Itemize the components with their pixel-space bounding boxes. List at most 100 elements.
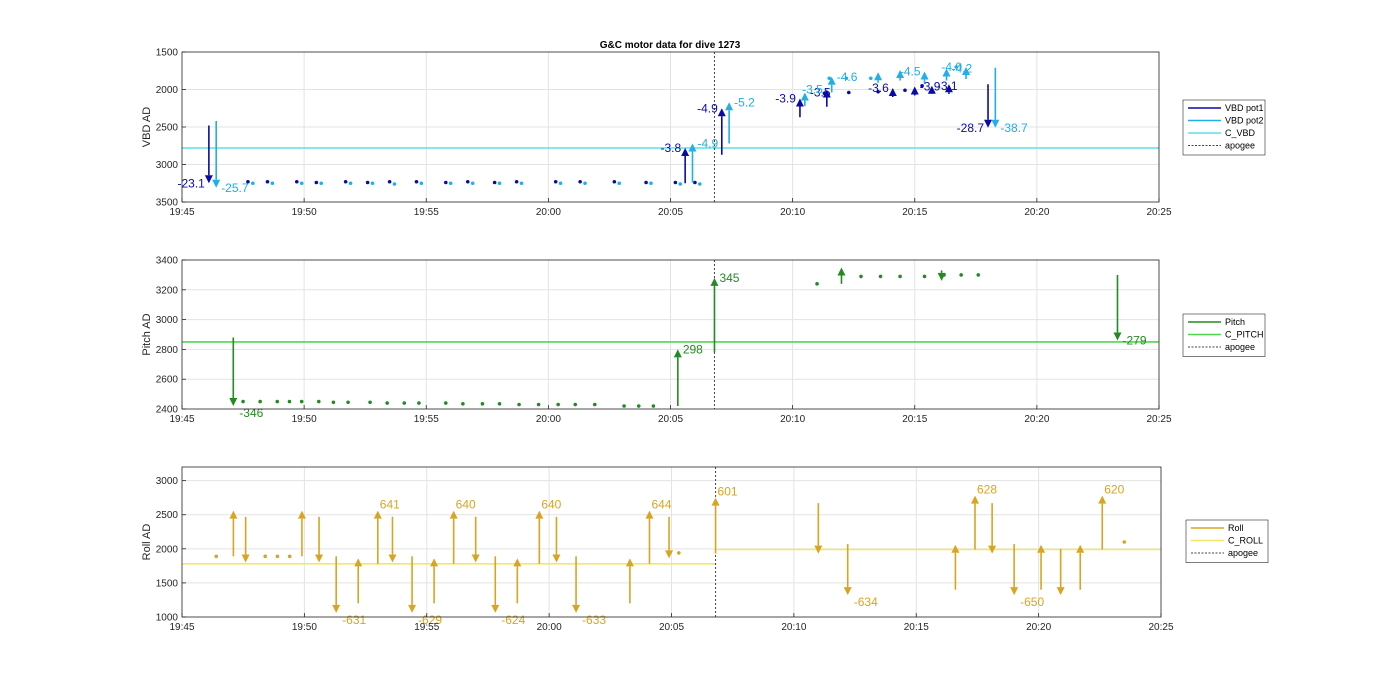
change-arrow-head	[625, 558, 634, 567]
data-label: -28.7	[957, 121, 985, 135]
data-point	[461, 401, 465, 406]
data-point	[678, 182, 683, 186]
data-point	[348, 181, 353, 186]
data-point	[385, 401, 389, 405]
change-arrow-head	[717, 108, 726, 117]
change-arrow-head	[688, 143, 697, 152]
y-tick-label: 2000	[156, 85, 179, 96]
data-point	[920, 83, 924, 88]
change-arrow-head	[388, 554, 397, 563]
x-tick-label: 20:20	[1024, 207, 1049, 218]
y-tick-label: 2800	[156, 345, 179, 356]
data-point	[346, 400, 350, 405]
change-arrow-head	[204, 175, 213, 184]
change-arrow-head	[942, 68, 951, 77]
data-point	[573, 402, 578, 407]
data-label: 640	[541, 498, 561, 512]
data-point	[859, 274, 863, 279]
change-arrow-head	[910, 86, 919, 95]
x-tick-label: 20:10	[780, 207, 805, 218]
data-label: -5.2	[734, 95, 755, 109]
x-tick-label: 20:25	[1146, 414, 1171, 425]
x-tick-label: 20:10	[781, 622, 806, 633]
data-point	[368, 400, 372, 405]
data-label: -633	[582, 613, 606, 627]
change-arrow-head	[837, 267, 846, 276]
data-label: -346	[239, 406, 263, 420]
x-tick-label: 19:55	[414, 207, 439, 218]
y-tick-label: 2500	[156, 510, 179, 521]
change-arrow-head	[984, 119, 993, 128]
change-arrow-head	[681, 148, 690, 156]
y-tick-label: 3200	[156, 285, 179, 296]
change-arrow-head	[991, 119, 1000, 128]
data-point	[343, 179, 348, 184]
data-label: -634	[854, 595, 878, 609]
data-label: -4.5	[900, 65, 921, 79]
data-label: 345	[719, 271, 739, 285]
legend-label: C_ROLL	[1228, 536, 1263, 546]
y-tick-label: 1500	[156, 578, 179, 589]
change-arrow-head	[212, 179, 221, 188]
data-point	[617, 181, 622, 186]
data-label: -279	[1122, 333, 1146, 347]
change-arrow-head	[1076, 544, 1085, 553]
data-point	[294, 179, 299, 184]
change-arrow-head	[673, 349, 682, 358]
data-point	[612, 179, 617, 184]
data-point	[898, 274, 902, 279]
change-arrow-head	[535, 510, 544, 519]
change-arrow-head	[962, 67, 971, 75]
x-tick-label: 19:45	[169, 622, 194, 633]
data-point	[673, 180, 678, 185]
data-point	[370, 181, 375, 186]
data-point	[1122, 540, 1127, 544]
change-arrow-head	[241, 554, 250, 563]
data-point	[827, 76, 832, 81]
y-tick-label: 3000	[156, 315, 179, 326]
data-point	[497, 401, 502, 406]
data-point	[578, 179, 582, 184]
data-point	[443, 180, 448, 185]
change-arrow-head	[822, 89, 831, 98]
change-arrow-head	[354, 558, 363, 567]
x-tick-label: 19:50	[292, 207, 317, 218]
data-point	[314, 180, 319, 185]
x-tick-label: 20:05	[658, 414, 683, 425]
x-tick-label: 20:10	[780, 414, 805, 425]
data-point	[465, 179, 470, 184]
x-tick-label: 19:50	[292, 414, 317, 425]
change-arrow-head	[665, 550, 674, 559]
legend-box	[1182, 313, 1266, 357]
data-point	[876, 89, 880, 94]
legend-label: C_PITCH	[1225, 330, 1264, 340]
data-point	[649, 181, 653, 186]
change-arrow-head	[332, 604, 341, 613]
legend-label: apogee	[1225, 141, 1255, 151]
data-point	[316, 399, 321, 404]
data-label: -3.9	[775, 92, 796, 106]
data-label: -650	[1020, 595, 1044, 609]
data-point	[275, 399, 280, 404]
y-tick-label: 1000	[156, 613, 179, 624]
data-point	[922, 274, 927, 279]
change-arrow-head	[491, 604, 500, 613]
data-point	[319, 181, 324, 186]
data-point	[959, 273, 963, 277]
data-point	[387, 179, 392, 184]
change-arrow-head	[896, 70, 905, 78]
data-point	[844, 76, 849, 81]
legend-label: apogee	[1225, 342, 1255, 352]
data-label: 640	[456, 498, 476, 512]
figure-title: G&C motor data for dive 1273	[600, 40, 741, 51]
change-arrow-head	[1113, 332, 1122, 341]
data-label: -4.0	[941, 60, 962, 74]
data-point	[448, 181, 453, 186]
data-point	[299, 181, 304, 186]
data-label: -4.9	[697, 101, 718, 115]
change-arrow-head	[725, 102, 734, 111]
x-tick-label: 20:00	[536, 207, 561, 218]
data-point	[251, 181, 255, 186]
x-tick-label: 20:20	[1024, 414, 1049, 425]
